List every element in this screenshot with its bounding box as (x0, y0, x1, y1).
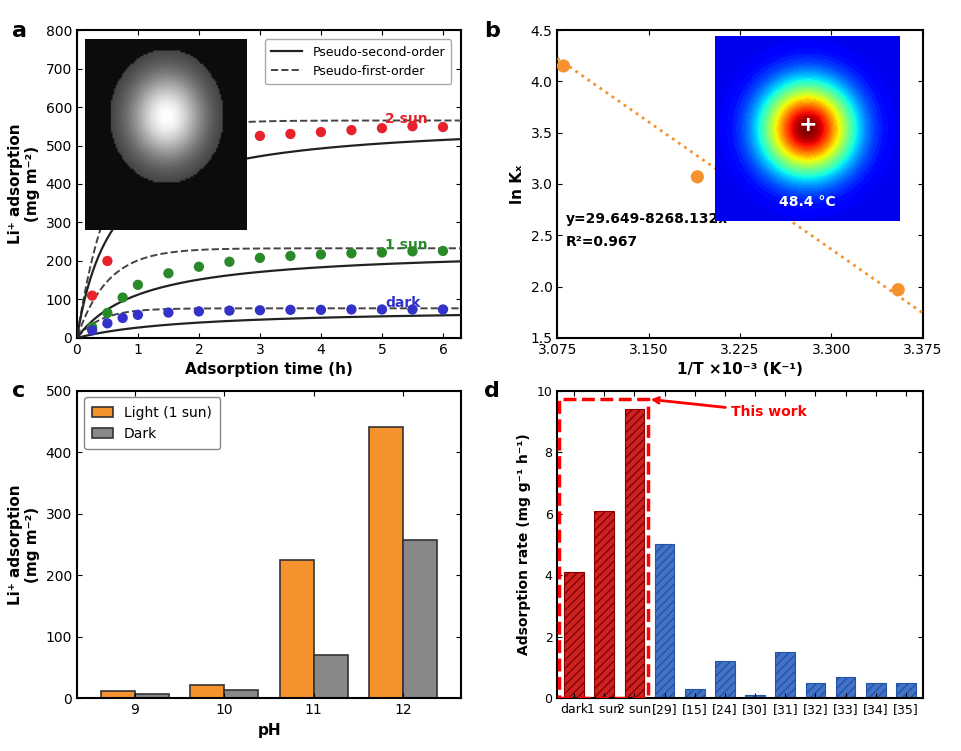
Point (160, 149, 176, 161)
Point (252, 252, 267, 264)
Bar (404, 539, 437, 698)
Point (130, 279, 145, 291)
Point (313, 304, 329, 316)
Point (115, 207, 131, 219)
X-axis label: pH: pH (258, 723, 281, 737)
Point (891, 284, 906, 296)
Y-axis label: Adsorption rate (mg g⁻¹ h⁻¹): Adsorption rate (mg g⁻¹ h⁻¹) (517, 433, 531, 656)
Bar (564, 572, 583, 698)
Point (252, 130, 267, 142)
Y-axis label: Li⁺ adsorption
(mg m⁻²): Li⁺ adsorption (mg m⁻²) (8, 124, 40, 244)
Bar (369, 427, 404, 698)
Point (130, 178, 145, 190)
X-axis label: Adsorption time (h): Adsorption time (h) (185, 363, 353, 377)
Bar (805, 683, 825, 698)
Y-axis label: Li⁺ adsorption
(mg m⁻²): Li⁺ adsorption (mg m⁻²) (8, 484, 40, 605)
Text: d: d (484, 382, 501, 401)
Bar (190, 685, 224, 698)
Bar (654, 544, 675, 698)
Point (100, 307, 115, 319)
Bar (224, 690, 259, 698)
Point (555, 60, 571, 72)
Text: a: a (12, 21, 27, 41)
Bar (280, 560, 314, 698)
Point (405, 303, 420, 315)
Point (690, 170, 705, 182)
Point (85, 321, 100, 333)
Point (313, 126, 329, 138)
Bar (776, 652, 795, 698)
Point (344, 303, 359, 315)
Legend: Pseudo-second-order, Pseudo-first-order: Pseudo-second-order, Pseudo-first-order (265, 39, 451, 84)
Bar (314, 656, 348, 698)
Point (405, 246, 420, 258)
Point (344, 124, 359, 136)
Bar (101, 691, 135, 698)
Text: 1 sun: 1 sun (385, 237, 428, 252)
Point (374, 303, 389, 315)
Point (191, 137, 207, 149)
Bar (685, 689, 704, 698)
Point (283, 304, 298, 316)
Point (374, 246, 389, 258)
Text: This work: This work (653, 397, 806, 419)
Point (405, 120, 420, 132)
X-axis label: 1/T ×10⁻³ (K⁻¹): 1/T ×10⁻³ (K⁻¹) (678, 363, 802, 377)
Legend: Light (1 sun), Dark: Light (1 sun), Dark (84, 397, 220, 449)
Point (283, 128, 298, 140)
Bar (594, 511, 614, 698)
Text: c: c (12, 382, 25, 401)
Bar (897, 683, 916, 698)
Point (435, 303, 451, 315)
Point (115, 312, 131, 324)
Y-axis label: ln Kₓ: ln Kₓ (510, 164, 525, 204)
Point (252, 304, 267, 316)
Text: dark: dark (385, 296, 420, 310)
Point (191, 306, 207, 318)
Point (435, 121, 451, 133)
Bar (866, 683, 886, 698)
Text: 2 sun: 2 sun (385, 112, 428, 126)
Point (160, 267, 176, 279)
Point (222, 133, 237, 145)
Point (435, 245, 451, 257)
Point (130, 309, 145, 321)
Point (160, 306, 176, 318)
Point (85, 324, 100, 336)
Bar (135, 693, 169, 698)
Text: R²=0.967: R²=0.967 (566, 234, 638, 249)
Point (85, 290, 100, 302)
Point (191, 261, 207, 273)
Point (100, 255, 115, 267)
Point (115, 291, 131, 303)
Point (100, 318, 115, 330)
Point (222, 305, 237, 317)
Point (313, 249, 329, 261)
Point (283, 250, 298, 262)
Bar (715, 662, 735, 698)
Bar (745, 695, 765, 698)
Point (344, 247, 359, 259)
Text: b: b (484, 21, 501, 41)
Bar (836, 677, 855, 698)
Text: y=29.649-8268.132x: y=29.649-8268.132x (566, 212, 728, 226)
Bar (625, 409, 644, 698)
Point (222, 256, 237, 268)
Point (374, 122, 389, 134)
